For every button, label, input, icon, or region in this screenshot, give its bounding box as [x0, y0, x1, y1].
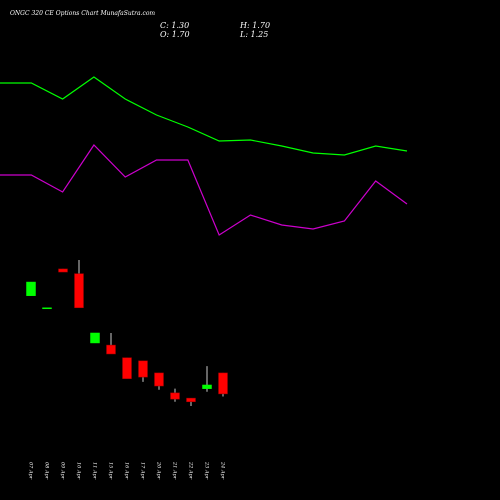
candle-body [218, 372, 228, 395]
candle-body [122, 357, 132, 379]
x-tick-label: 09 Apr [60, 462, 66, 480]
candle-body [170, 392, 180, 400]
candle-body [154, 372, 164, 387]
x-tick-label: 24 Apr [220, 461, 226, 480]
candle-body [202, 384, 212, 389]
x-tick-label: 07 Apr [28, 462, 34, 480]
candle-body [90, 332, 100, 344]
chart-title: ONGC 320 CE Options Chart MunafaSutra.co… [10, 10, 155, 17]
x-tick-label: 11 Apr [92, 462, 98, 480]
summary-low: L: 1.25 [239, 30, 268, 39]
candle-body [26, 281, 36, 296]
x-tick-label: 20 Apr [156, 461, 162, 480]
x-tick-label: 15 Apr [108, 462, 114, 480]
x-tick-label: 21 Apr [172, 461, 178, 480]
x-tick-label: 10 Apr [76, 462, 82, 480]
candle-body [186, 397, 196, 403]
summary-high: H: 1.70 [239, 21, 270, 30]
x-tick-label: 23 Apr [204, 461, 210, 480]
candle-body [42, 307, 52, 310]
x-tick-label: 17 Apr [140, 462, 146, 480]
x-tick-label: 16 Apr [124, 462, 130, 480]
candle-body [138, 360, 148, 378]
indicator-line [0, 144, 408, 236]
x-tick-label: 22 Apr [188, 461, 194, 480]
candle-body [74, 273, 84, 309]
candle-body [106, 344, 116, 355]
indicator-line [0, 76, 408, 156]
summary-close: C: 1.30 [160, 21, 189, 30]
candle-body [58, 268, 68, 273]
summary-open: O: 1.70 [160, 30, 190, 39]
x-tick-label: 08 Apr [44, 462, 50, 480]
